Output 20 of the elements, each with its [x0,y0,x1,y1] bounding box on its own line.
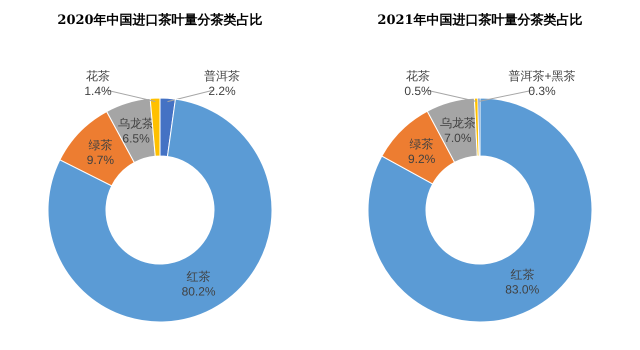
data-label: 0.3% [528,84,556,98]
slice-label: 红茶 [186,269,211,284]
data-label: 0.5% [404,84,432,98]
data-label: 9.7% [86,153,114,168]
data-label: 9.2% [408,152,436,166]
slice-label: 红茶 [510,267,534,282]
data-label: 7.0% [444,131,472,146]
data-label: 2.2% [208,84,236,98]
slice-label: 绿茶 [410,136,434,151]
chart-title: 2020年中国进口茶叶量分茶类占比 [57,12,263,28]
chart-title: 2021年中国进口茶叶量分茶类占比 [377,12,583,28]
data-label: 6.5% [122,132,150,146]
slice-label: 绿茶 [88,138,112,152]
slice-label: 花茶 [86,69,110,83]
data-label: 83.0% [505,282,540,296]
data-label: 80.2% [182,284,216,298]
slice-label: 花茶 [406,69,430,83]
slice-label: 普洱茶+黑茶 [508,69,576,83]
data-label: 1.4% [84,84,112,98]
slice-label: 普洱茶 [204,69,240,83]
